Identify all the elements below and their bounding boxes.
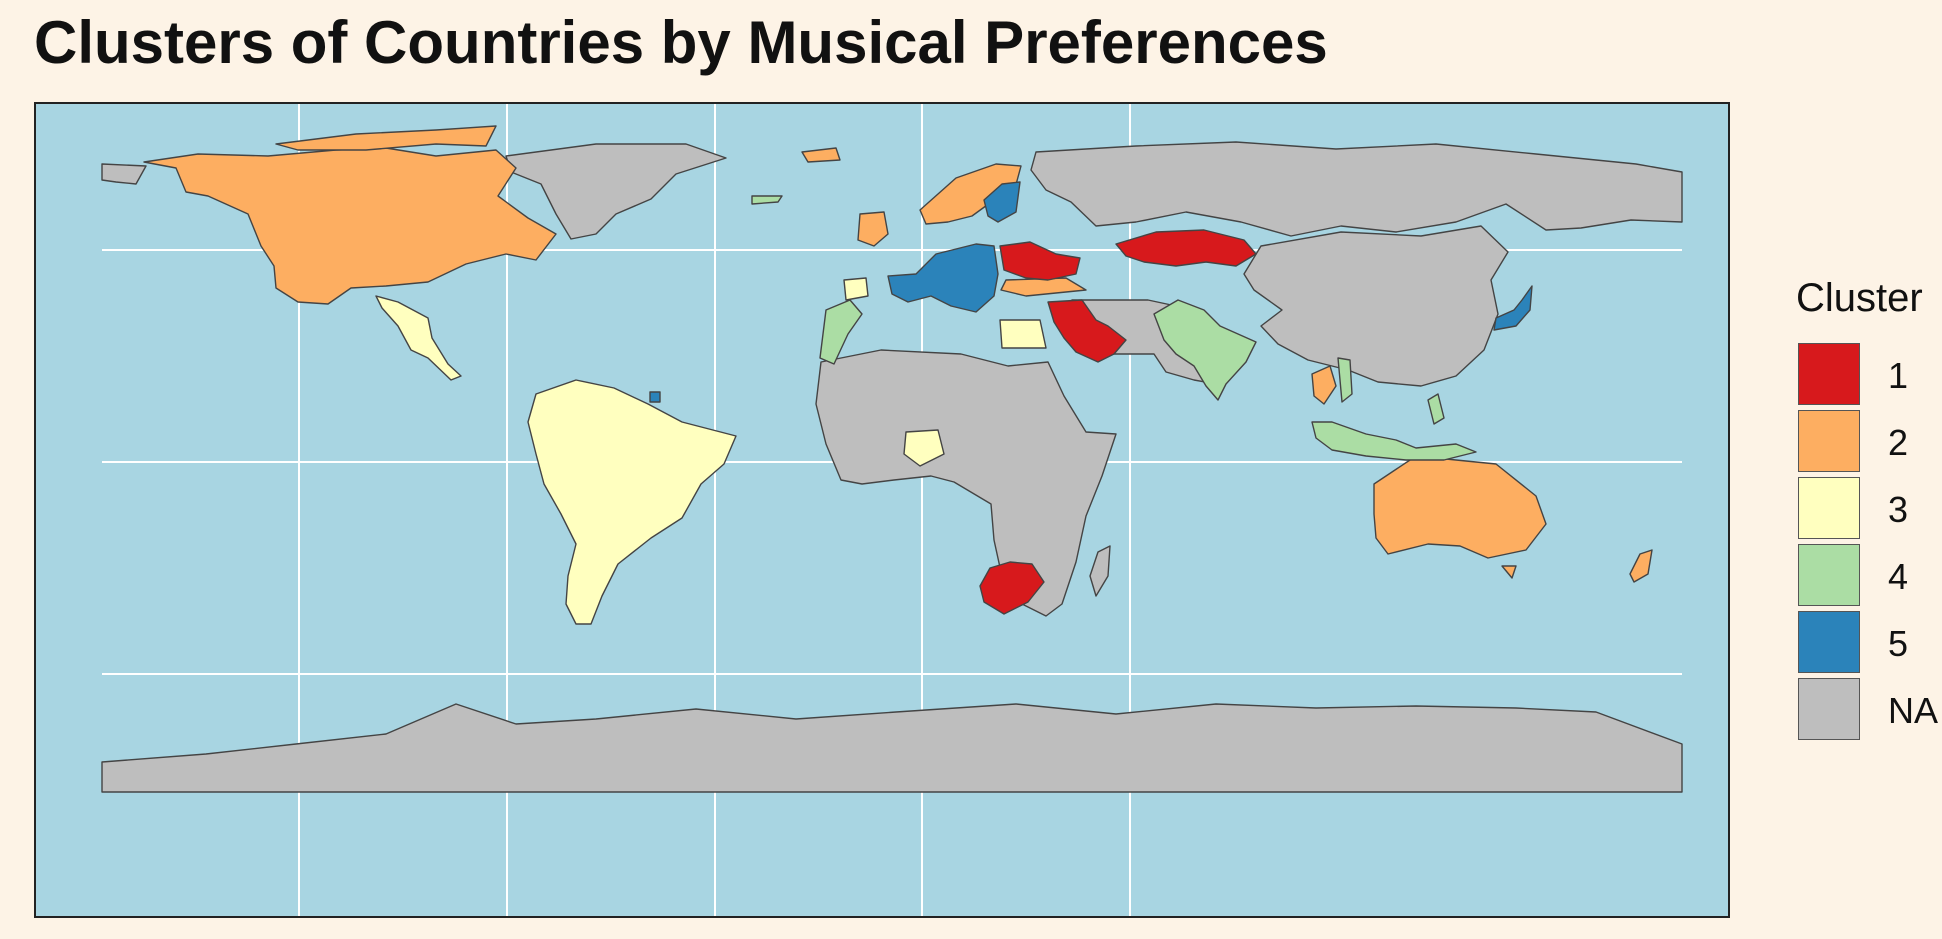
- country-portugal-spain-west: [843, 277, 869, 301]
- legend-key-swatch: [1798, 544, 1860, 606]
- country-alaska-east-russia-tip: [101, 163, 147, 185]
- legend-key-swatch: [1798, 410, 1860, 472]
- country-canada-arctic-islands: [275, 125, 497, 151]
- country-china-mongolia: [1243, 225, 1509, 387]
- country-japan: [1493, 285, 1533, 331]
- legend-item: 2: [1796, 410, 1942, 477]
- legend-label: 2: [1888, 422, 1909, 463]
- legend-item: 4: [1796, 544, 1942, 611]
- legend-label: NA: [1888, 690, 1939, 731]
- country-tasmania: [1501, 565, 1517, 579]
- country-egypt: [999, 319, 1047, 349]
- country-nigeria: [903, 429, 945, 467]
- country-madagascar: [1089, 545, 1111, 597]
- country-thailand: [1311, 365, 1337, 405]
- country-saudi-arabia-uae: [1047, 299, 1127, 363]
- country-africa: [815, 349, 1117, 617]
- legend-key-swatch: [1798, 611, 1860, 673]
- country-kazakhstan: [1115, 229, 1257, 267]
- legend-key-swatch: [1798, 343, 1860, 405]
- country-french-guiana: [649, 391, 661, 403]
- legend-items: 1 2 3 4 5 NA: [1796, 343, 1942, 745]
- country-greenland: [505, 143, 727, 240]
- legend-item: 1: [1796, 343, 1942, 410]
- country-poland-ukraine-romania: [999, 241, 1081, 281]
- legend-label: 1: [1888, 355, 1909, 396]
- legend: Cluster 1 2 3 4 5 NA: [1796, 276, 1942, 745]
- country-mexico-central-america: [375, 295, 462, 381]
- country-indonesia-malaysia: [1311, 421, 1477, 461]
- country-south-africa: [979, 561, 1045, 615]
- country-philippines: [1427, 393, 1445, 425]
- country-iceland: [801, 147, 841, 163]
- country-greenland-east-island: [751, 195, 783, 205]
- legend-label: 5: [1888, 623, 1909, 664]
- legend-item: 5: [1796, 611, 1942, 678]
- legend-key-swatch: [1798, 477, 1860, 539]
- country-canada-usa: [143, 147, 557, 305]
- country-turkey: [1000, 277, 1087, 297]
- legend-title: Cluster: [1796, 276, 1923, 320]
- legend-label: 3: [1888, 489, 1909, 530]
- page-title: Clusters of Countries by Musical Prefere…: [34, 9, 1328, 76]
- country-morocco: [819, 299, 863, 365]
- country-new-zealand: [1629, 549, 1653, 583]
- country-vietnam: [1337, 357, 1353, 403]
- legend-item: 3: [1796, 477, 1942, 544]
- country-western-central-europe: [887, 243, 999, 313]
- map-canvas: [101, 104, 1683, 916]
- country-uk-ireland: [857, 211, 889, 247]
- country-south-america: [527, 379, 737, 625]
- country-australia: [1373, 455, 1547, 559]
- country-sweden: [983, 181, 1021, 223]
- legend-label: 4: [1888, 556, 1909, 597]
- country-russia: [1030, 141, 1683, 237]
- legend-item: NA: [1796, 678, 1942, 745]
- legend-key-swatch: [1798, 678, 1860, 740]
- countries: [101, 125, 1683, 793]
- country-antarctica: [101, 703, 1683, 793]
- country-india: [1153, 299, 1257, 401]
- world-map: [34, 102, 1730, 918]
